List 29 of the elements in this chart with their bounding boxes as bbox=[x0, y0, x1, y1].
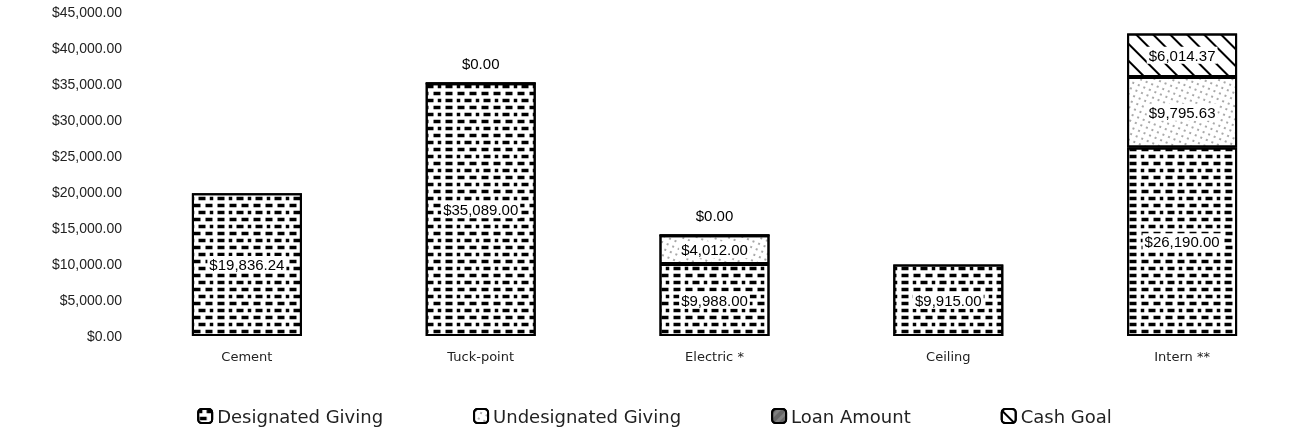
x-tick-label: Intern ** bbox=[1154, 349, 1211, 364]
y-tick-label: $45,000.00 bbox=[51, 4, 123, 20]
data-label: $6,014.37 bbox=[1148, 46, 1216, 64]
legend-label: Undesignated Giving bbox=[493, 405, 682, 427]
y-tick-label: $25,000.00 bbox=[51, 148, 123, 164]
legend-label: Loan Amount bbox=[791, 405, 911, 427]
data-label: $0.00 bbox=[461, 55, 500, 73]
legend-label: Designated Giving bbox=[217, 405, 384, 427]
data-label: $9,988.00 bbox=[681, 291, 748, 309]
x-tick-label: Tuck-point bbox=[446, 349, 515, 364]
y-tick-label: $20,000.00 bbox=[51, 184, 123, 200]
data-label: $35,089.00 bbox=[443, 201, 519, 219]
data-label: $19,836.24 bbox=[209, 256, 285, 274]
data-label: $9,915.00 bbox=[914, 291, 982, 309]
x-tick-label: Ceiling bbox=[926, 349, 971, 364]
x-tick-label: Electric * bbox=[685, 349, 745, 364]
y-tick-label: $40,000.00 bbox=[51, 40, 123, 56]
x-tick-label: Cement bbox=[221, 349, 273, 364]
data-label: $26,190.00 bbox=[1144, 233, 1220, 251]
data-label: $9,795.63 bbox=[1148, 103, 1216, 121]
y-tick-label: $30,000.00 bbox=[51, 112, 123, 128]
y-tick-label: $5,000.00 bbox=[59, 292, 123, 308]
y-tick-label: $35,000.00 bbox=[51, 76, 123, 92]
data-label: $4,012.00 bbox=[681, 241, 748, 259]
y-tick-label: $0.00 bbox=[86, 328, 123, 344]
y-tick-label: $15,000.00 bbox=[51, 220, 123, 236]
legend-label: Cash Goal bbox=[1020, 405, 1112, 427]
y-tick-label: $10,000.00 bbox=[51, 256, 123, 272]
data-label: $0.00 bbox=[695, 207, 734, 225]
